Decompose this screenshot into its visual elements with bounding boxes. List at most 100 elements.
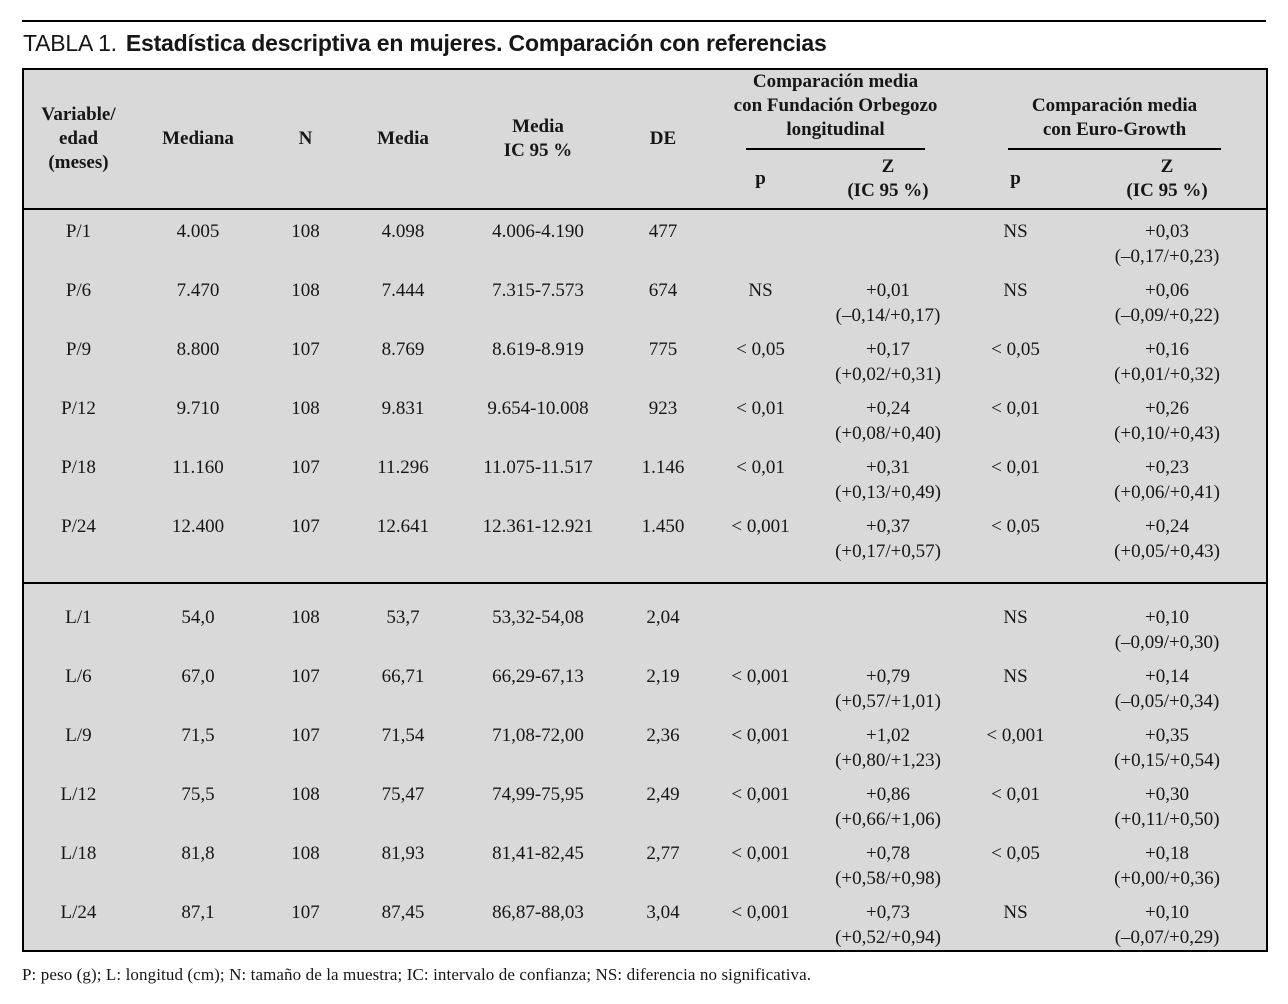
cell-variable: P/24 [61,516,96,537]
cell-z-orbegozo: +0,86 (+0,66/+1,06) [813,773,963,832]
cell-z-orbegozo: +0,79 (+0,57/+1,01) [813,655,963,714]
cell-media-ic: 86,87-88,03 [492,902,584,923]
z-ci: (+0,06/+0,41) [1114,482,1220,503]
cell-p-orbegozo: < 0,05 [736,339,785,360]
cell-p-orbegozo [708,208,813,269]
cell-z-orbegozo: +0,01 (–0,14/+0,17) [813,269,963,328]
header-variable-line3: (meses) [48,152,109,173]
z-ci: (+0,80/+1,23) [835,750,941,771]
cell-p-orbegozo: NS [748,280,773,301]
cell-media: 12.641 [376,516,430,537]
cell-z-euro: +0,35 (+0,15/+0,54) [1068,714,1267,773]
cell-z-orbegozo: +1,02 (+0,80/+1,23) [813,714,963,773]
table-footnote: P: peso (g); L: longitud (cm); N: tamaño… [22,965,812,984]
cell-variable: P/1 [23,208,133,269]
cell-de: 3,04 [646,902,680,923]
header-variable: Variable/ edad (meses) [23,69,133,209]
cell-mediana: 71,5 [181,725,215,746]
table-row-l18: L/18 81,8 108 81,93 81,41-82,45 2,77 < 0… [23,832,1267,891]
cell-n: 107 [291,666,320,687]
cell-de: 2,49 [646,784,680,805]
group-euro-line1: Comparación media [1031,95,1198,116]
cell-media: 81,93 [381,843,425,864]
cell-z-euro: +0,06 (–0,09/+0,22) [1068,269,1267,328]
cell-de: 2,19 [646,666,680,687]
header-z-orbegozo: Z (IC 95 %) [813,150,963,209]
cell-z-orbegozo: +0,31 (+0,13/+0,49) [813,446,963,505]
z-ci: (–0,05/+0,34) [1114,691,1220,712]
z-value: +0,16 [1145,339,1189,360]
cell-media: 11.296 [377,457,429,478]
table-row-l6: L/6 67,0 107 66,71 66,29-67,13 2,19 < 0,… [23,655,1267,714]
cell-media: 7.444 [381,280,425,301]
z-value: +0,10 [1145,902,1189,923]
cell-z-euro: +0,30 (+0,11/+0,50) [1068,773,1267,832]
z-ci: (+0,11/+0,50) [1114,809,1220,830]
cell-variable: P/18 [61,457,96,478]
header-variable-line2: edad [58,128,99,149]
page-title: TABLA 1. Estadística descriptiva en mujer… [23,30,1265,57]
cell-n: 108 [291,843,320,864]
cell-de: 674 [648,280,678,301]
cell-p-euro: < 0,01 [991,784,1040,805]
z-value: +0,37 [866,516,910,537]
cell-p-euro: < 0,05 [991,516,1040,537]
group-orbegozo-underline [746,148,925,150]
table-row-p1: P/1 4.005 108 4.098 4.006-4.190 477 NS +… [23,208,1268,269]
header-group-orbegozo: Comparación media con Fundación Orbegozo… [708,69,963,150]
cell-n: 107 [291,902,320,923]
group-orbegozo-line2: con Fundación Orbegozo [733,95,938,116]
cell-p-orbegozo: < 0,001 [731,902,790,923]
cell-media-ic: 9.654-10.008 [487,398,589,419]
z-ci: (+0,52/+0,94) [835,927,941,948]
z-ci: (+0,05/+0,43) [1114,541,1220,562]
cell-p-euro: NS [963,582,1069,655]
cell-n: 107 [291,725,320,746]
cell-p-euro: < 0,001 [986,725,1045,746]
header-row-groups: Variable/ edad (meses) Mediana N Media M… [23,69,1267,173]
header-z-orbegozo-line2: (IC 95 %) [847,180,929,201]
cell-z-euro: +0,23 (+0,06/+0,41) [1068,446,1267,505]
group-euro-line2: con Euro-Growth [1042,119,1187,140]
z-value: +0,23 [1145,457,1189,478]
group-euro-underline [1008,148,1221,150]
cell-z-euro: +0,03 (–0,17/+0,23) [1068,208,1268,269]
z-value: +1,02 [866,725,910,746]
z-ci: (+0,02/+0,31) [835,364,941,385]
cell-p-euro: NS [963,208,1069,269]
cell-media-ic: 7.315-7.573 [492,280,584,301]
statistics-table: Variable/ edad (meses) Mediana N Media M… [22,68,1269,952]
header-media-ic-line2: IC 95 % [503,140,573,161]
cell-p-euro: NS [1003,280,1028,301]
cell-n: 108 [291,784,320,805]
table-row-l1: L/1 54,0 108 53,7 53,32-54,08 2,04 NS +0… [23,582,1268,655]
z-value: +0,14 [1145,666,1189,687]
table-number-label: TABLA 1. [23,30,117,56]
cell-p-orbegozo [708,582,813,655]
header-row-sub: p Z (IC 95 %) p Z (IC 95 %) [23,150,1267,209]
table-header: Variable/ edad (meses) Mediana N Media M… [23,69,1267,209]
header-media-ic: Media IC 95 % [458,69,618,209]
z-value: +0,31 [866,457,910,478]
z-ci: (+0,01/+0,32) [1114,364,1220,385]
cell-z-euro: +0,14 (–0,05/+0,34) [1068,655,1267,714]
cell-media: 53,7 [348,582,458,655]
z-ci: (–0,17/+0,23) [1114,246,1220,267]
z-ci: (–0,14/+0,17) [835,305,941,326]
cell-mediana: 7.470 [176,280,220,301]
table-row-p12: P/12 9.710 108 9.831 9.654-10.008 923 < … [23,387,1267,446]
cell-n: 108 [291,398,320,419]
cell-p-orbegozo: < 0,001 [731,784,790,805]
group-orbegozo-line1: Comparación media [752,71,919,92]
cell-mediana: 8.800 [176,339,220,360]
z-value: +0,73 [866,902,910,923]
cell-de: 1.450 [641,516,685,537]
header-z-orbegozo-line1: Z [881,156,895,177]
cell-p-euro: NS [1003,902,1028,923]
cell-n: 108 [263,582,348,655]
cell-media-ic: 12.361-12.921 [482,516,594,537]
z-value: +0,01 [866,280,910,301]
cell-variable: L/9 [65,725,92,746]
cell-media-ic: 74,99-75,95 [492,784,584,805]
cell-n: 107 [291,339,320,360]
